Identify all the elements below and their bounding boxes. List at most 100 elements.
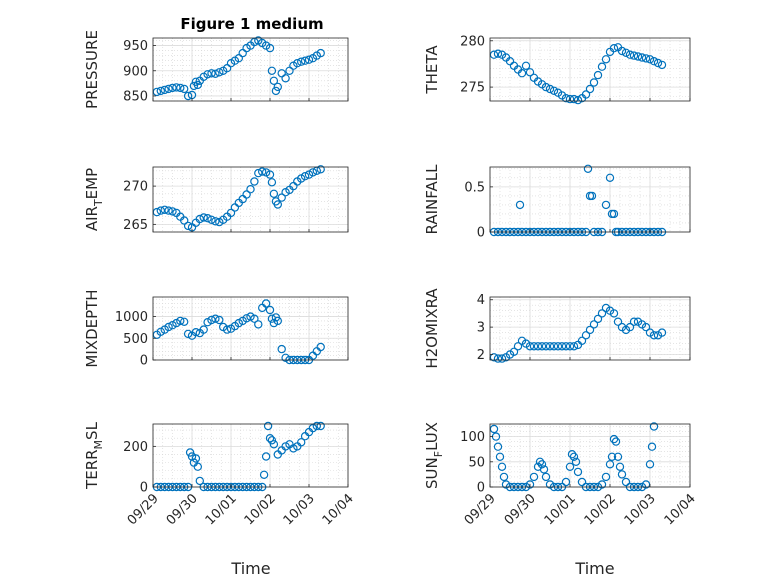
data-point	[525, 342, 535, 351]
data-point	[609, 434, 619, 444]
data-point	[621, 477, 631, 487]
data-point	[657, 60, 667, 70]
data-point	[607, 452, 617, 461]
data-point	[521, 61, 531, 71]
data-point	[629, 317, 639, 326]
y-tick-label: 0	[477, 481, 485, 496]
data-point	[195, 214, 204, 224]
data-point	[601, 200, 611, 210]
data-point	[597, 62, 607, 71]
data-point	[605, 460, 615, 469]
data-point	[641, 54, 651, 63]
data-point	[226, 208, 236, 218]
x-tick-label: 10/02	[242, 491, 279, 528]
data-point	[573, 467, 583, 477]
data-point	[497, 462, 507, 471]
data-point	[250, 37, 259, 47]
data-point	[316, 421, 325, 431]
data-point	[617, 46, 627, 56]
data-point	[203, 213, 212, 223]
data-point	[569, 342, 579, 351]
data-point	[215, 315, 224, 325]
data-point	[549, 86, 559, 96]
data-point	[193, 462, 202, 471]
data-point	[645, 460, 655, 469]
plot-area	[490, 297, 690, 360]
y-tick-label: 500	[123, 332, 148, 347]
data-point	[277, 193, 286, 202]
x-tick-label: 10/03	[281, 491, 318, 528]
y-tick-label: 0	[140, 354, 148, 369]
data-point	[185, 448, 195, 457]
data-point	[653, 58, 663, 68]
y-tick-label: 2	[477, 348, 485, 363]
x-tick-label: 10/01	[542, 491, 579, 528]
data-point	[261, 299, 271, 308]
y-tick-label: 850	[123, 89, 148, 104]
data-point	[515, 200, 525, 210]
data-point	[567, 450, 577, 459]
data-point	[637, 53, 647, 62]
data-point	[191, 454, 201, 463]
data-point	[195, 476, 204, 486]
axes-box	[489, 423, 691, 488]
data-point	[254, 320, 263, 329]
data-point	[316, 48, 325, 58]
data-point	[164, 322, 173, 332]
data-point	[265, 43, 275, 53]
data-point	[265, 434, 275, 443]
data-point	[649, 57, 659, 66]
data-point	[499, 472, 509, 482]
axes-box	[152, 423, 349, 488]
data-point	[583, 164, 593, 173]
plot-area	[153, 424, 348, 487]
data-point	[300, 171, 310, 181]
data-point	[561, 342, 571, 351]
data-point	[649, 422, 659, 431]
x-tick-label: 10/02	[582, 491, 619, 528]
data-point	[187, 452, 197, 461]
data-point	[493, 442, 503, 451]
data-point	[207, 215, 216, 224]
y-tick-label: 265	[123, 218, 148, 233]
data-point	[168, 83, 177, 93]
plot-area	[490, 424, 690, 487]
data-point	[316, 165, 325, 174]
data-point	[495, 452, 505, 461]
data-point	[277, 344, 286, 354]
subplot-h2omixra: 2 3 4 H2OMIXRA	[423, 288, 691, 369]
data-point	[597, 309, 607, 318]
data-point	[573, 95, 583, 105]
data-point	[269, 76, 279, 86]
data-point	[222, 325, 232, 334]
data-point	[207, 315, 216, 325]
data-point	[601, 55, 611, 64]
y-tick-label: 200	[123, 440, 148, 455]
data-point	[246, 184, 255, 194]
data-point	[657, 328, 667, 337]
data-point	[577, 477, 587, 487]
plot-area	[153, 297, 348, 360]
data-point	[258, 167, 267, 176]
data-point	[273, 200, 282, 209]
data-point	[611, 437, 621, 446]
subplot-mixdepth: 0 500 1000 MIXDEPTH	[83, 289, 349, 369]
data-point	[263, 421, 273, 431]
data-point	[535, 457, 545, 466]
data-point	[176, 316, 185, 326]
data-point	[183, 329, 193, 339]
data-point	[539, 465, 549, 474]
data-point	[525, 480, 535, 489]
data-point	[609, 44, 619, 53]
data-point	[297, 438, 306, 447]
data-point	[156, 86, 165, 96]
y-tick-label: 0	[477, 226, 485, 241]
y-tick-label: 1000	[115, 310, 148, 325]
x-tick-label: 09/30	[502, 491, 539, 528]
data-point	[176, 83, 185, 93]
data-point	[541, 82, 551, 92]
data-point	[160, 205, 169, 214]
axes-box	[152, 37, 349, 102]
data-point	[625, 322, 635, 332]
y-axis-label: AIRTEMP	[83, 168, 105, 231]
